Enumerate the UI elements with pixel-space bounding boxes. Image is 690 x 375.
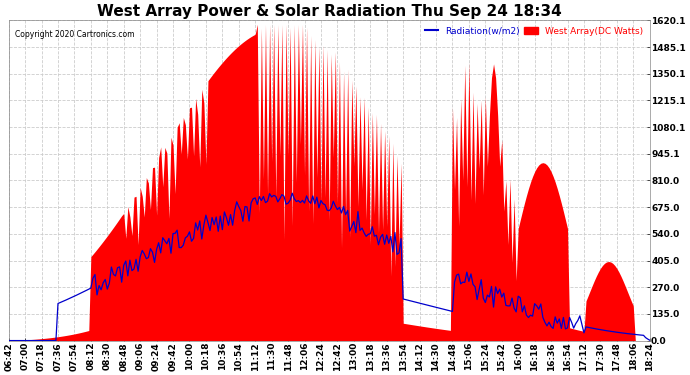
Legend: Radiation(w/m2), West Array(DC Watts): Radiation(w/m2), West Array(DC Watts)	[423, 25, 645, 38]
Text: Copyright 2020 Cartronics.com: Copyright 2020 Cartronics.com	[15, 30, 135, 39]
Title: West Array Power & Solar Radiation Thu Sep 24 18:34: West Array Power & Solar Radiation Thu S…	[97, 4, 562, 19]
